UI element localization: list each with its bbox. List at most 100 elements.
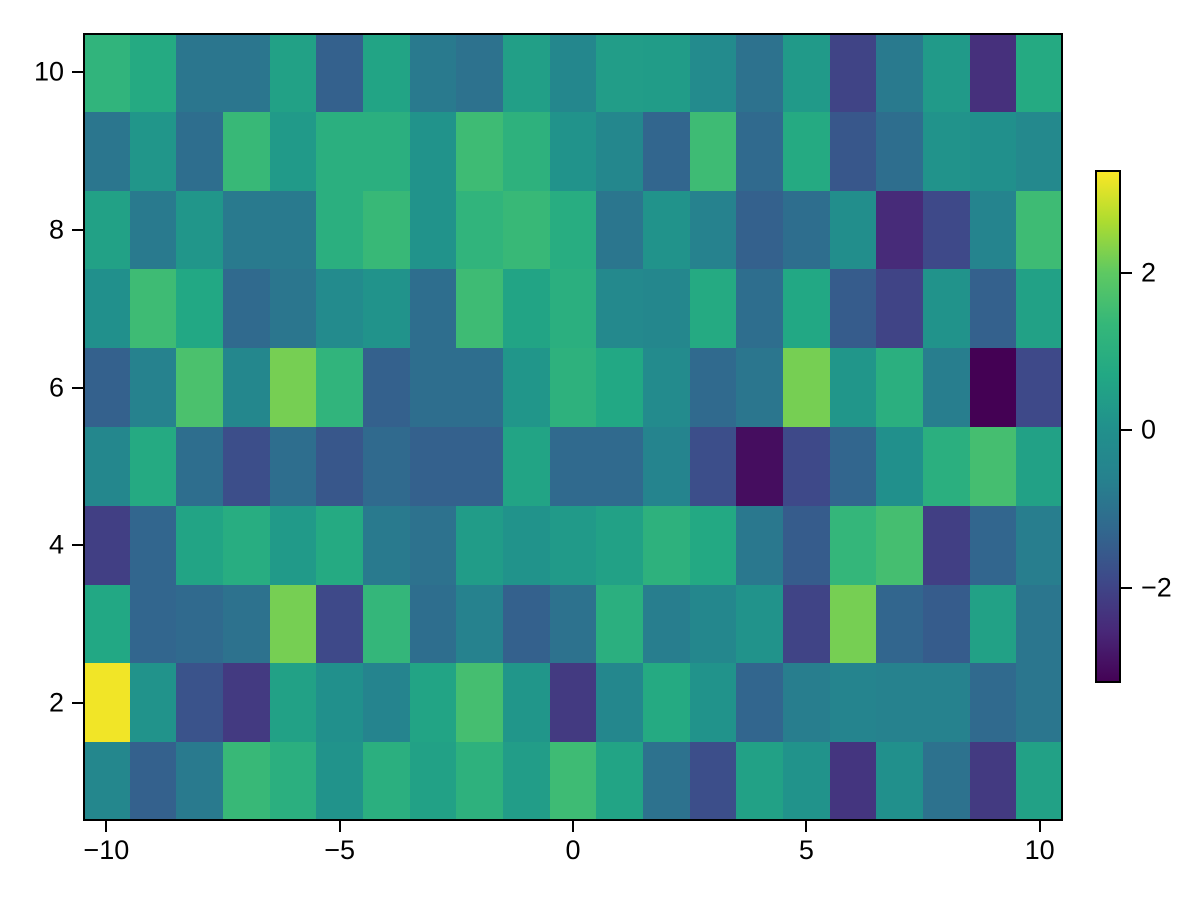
heatmap-cell — [129, 742, 177, 821]
heatmap-cell — [689, 269, 737, 349]
heatmap-cell — [176, 505, 223, 585]
heatmap-cell — [176, 269, 223, 349]
heatmap-cell — [596, 584, 643, 664]
x-axis-tick-label: 5 — [798, 835, 814, 865]
heatmap-cell — [643, 584, 690, 664]
heatmap-cell — [689, 742, 737, 821]
heatmap-cell — [223, 33, 270, 112]
heatmap-cell — [456, 427, 503, 506]
heatmap-cell — [829, 111, 877, 191]
heatmap-cell — [596, 111, 643, 191]
heatmap-cell — [269, 584, 317, 664]
heatmap-cell — [503, 663, 550, 743]
heatmap-cell — [736, 33, 783, 112]
heatmap-cell — [503, 269, 550, 349]
heatmap-cell — [689, 505, 737, 585]
plot-area — [83, 33, 1063, 821]
heatmap-cell — [876, 111, 923, 191]
heatmap-cell — [316, 663, 363, 743]
heatmap-cell — [923, 505, 970, 585]
heatmap-cell — [223, 663, 270, 743]
heatmap-cell — [409, 111, 457, 191]
heatmap-cell — [923, 584, 970, 664]
heatmap-cell — [83, 427, 130, 506]
heatmap-cell — [83, 348, 130, 427]
heatmap-cell — [969, 427, 1017, 506]
heatmap-cell — [689, 190, 737, 270]
heatmap-cell — [129, 348, 177, 427]
x-axis-tick — [105, 821, 108, 832]
heatmap-cell — [129, 584, 177, 664]
heatmap-cell — [876, 348, 923, 427]
heatmap-cell — [83, 663, 130, 743]
heatmap-cell — [83, 33, 130, 112]
heatmap-cell — [316, 742, 363, 821]
heatmap-cell — [1016, 111, 1063, 191]
heatmap-cell — [783, 584, 830, 664]
heatmap-cell — [549, 348, 597, 427]
heatmap-cell — [176, 111, 223, 191]
heatmap-cell — [736, 111, 783, 191]
heatmap-cell — [176, 427, 223, 506]
heatmap-cell — [409, 427, 457, 506]
heatmap-cell — [83, 505, 130, 585]
colorbar-tick-label: −2 — [1141, 572, 1172, 603]
colorbar-tick-label: 0 — [1141, 414, 1157, 445]
heatmap-cell — [316, 505, 363, 585]
heatmap-cell — [409, 584, 457, 664]
heatmap-cell — [596, 33, 643, 112]
heatmap-cell — [876, 427, 923, 506]
heatmap-cell — [876, 663, 923, 743]
heatmap-cell — [363, 269, 410, 349]
heatmap-cell — [643, 190, 690, 270]
x-axis-tick-label: 10 — [1024, 835, 1055, 865]
heatmap-cell — [223, 348, 270, 427]
heatmap-cell — [129, 505, 177, 585]
heatmap-cell — [643, 269, 690, 349]
heatmap-cell — [503, 742, 550, 821]
heatmap-cell — [129, 663, 177, 743]
heatmap-cell — [1016, 33, 1063, 112]
heatmap-cell — [923, 111, 970, 191]
heatmap-cell — [783, 663, 830, 743]
heatmap-cell — [783, 505, 830, 585]
y-axis-tick — [72, 701, 83, 704]
heatmap-cell — [129, 111, 177, 191]
heatmap-cell — [783, 190, 830, 270]
heatmap-cell — [689, 33, 737, 112]
heatmap-cell — [596, 348, 643, 427]
heatmap-cell — [1016, 742, 1063, 821]
heatmap-cell — [923, 663, 970, 743]
heatmap-cell — [783, 427, 830, 506]
heatmap-cell — [1016, 584, 1063, 664]
heatmap-cell — [596, 505, 643, 585]
heatmap-cell — [83, 742, 130, 821]
heatmap-cell — [923, 269, 970, 349]
heatmap-cell — [269, 348, 317, 427]
heatmap-cell — [876, 505, 923, 585]
heatmap-cell — [1016, 269, 1063, 349]
heatmap-cell — [363, 427, 410, 506]
heatmap-cell — [829, 584, 877, 664]
heatmap-cell — [409, 505, 457, 585]
heatmap-cell — [176, 33, 223, 112]
heatmap-cell — [223, 111, 270, 191]
heatmap-cell — [969, 269, 1017, 349]
heatmap-cell — [456, 584, 503, 664]
heatmap-cell — [1016, 505, 1063, 585]
heatmap-cell — [549, 427, 597, 506]
heatmap-cell — [876, 190, 923, 270]
heatmap-cell — [456, 111, 503, 191]
heatmap-cell — [689, 663, 737, 743]
heatmap-cell — [689, 584, 737, 664]
heatmap-cell — [223, 584, 270, 664]
x-axis-tick-label: 0 — [565, 835, 581, 865]
heatmap-cell — [969, 111, 1017, 191]
heatmap-cell — [176, 348, 223, 427]
heatmap-cell — [829, 190, 877, 270]
heatmap-cell — [689, 348, 737, 427]
heatmap-cell — [269, 427, 317, 506]
heatmap-cell — [269, 663, 317, 743]
heatmap-cell — [269, 190, 317, 270]
heatmap-cell — [456, 348, 503, 427]
